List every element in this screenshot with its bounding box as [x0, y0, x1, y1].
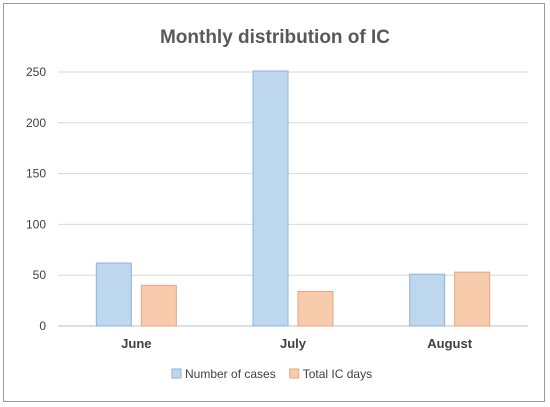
legend-label: Number of cases — [185, 367, 276, 381]
y-tick-label: 150 — [26, 167, 46, 181]
legend-label: Total IC days — [303, 367, 372, 381]
y-axis-ticks: 0 50 100 150 200 250 — [26, 65, 46, 333]
legend: Number of cases Total IC days — [171, 367, 372, 381]
y-tick-label: 0 — [39, 319, 46, 333]
legend-swatch — [289, 368, 300, 379]
chart-title: Monthly distribution of IC — [160, 27, 390, 48]
bar-total-ic-days-june — [140, 284, 177, 327]
y-tick-label: 200 — [26, 116, 46, 130]
x-axis-categories: June July August — [121, 336, 473, 351]
bar-number-of-cases-july — [252, 70, 289, 327]
y-tick-label: 50 — [33, 268, 47, 282]
bar-number-of-cases-august — [409, 273, 446, 327]
x-category-label: July — [280, 336, 307, 351]
bar-number-of-cases-june — [95, 262, 132, 327]
legend-swatch — [171, 368, 182, 379]
bars — [95, 70, 491, 327]
x-category-label: June — [121, 336, 151, 351]
y-tick-label: 250 — [26, 65, 46, 79]
gridlines — [58, 71, 528, 327]
bar-total-ic-days-august — [454, 271, 491, 327]
bar-total-ic-days-july — [297, 290, 334, 327]
y-tick-label: 100 — [26, 217, 46, 231]
x-category-label: August — [427, 336, 472, 351]
